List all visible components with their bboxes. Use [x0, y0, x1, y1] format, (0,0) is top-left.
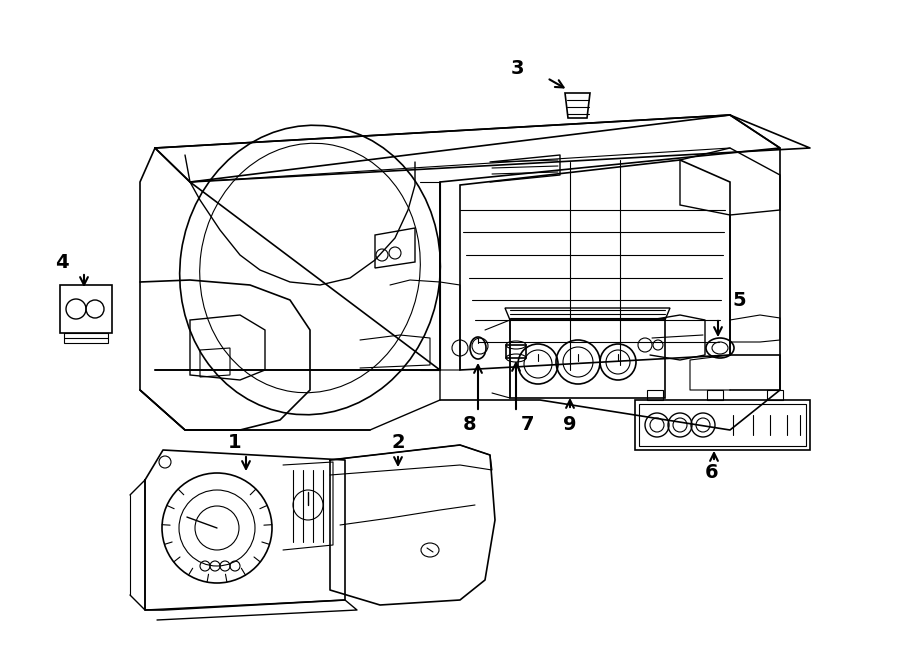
Text: 8: 8 — [464, 414, 477, 434]
Text: 3: 3 — [510, 59, 524, 77]
Text: 5: 5 — [733, 290, 746, 309]
Text: 4: 4 — [55, 253, 68, 272]
Text: 9: 9 — [563, 414, 577, 434]
Text: 6: 6 — [706, 463, 719, 483]
Text: 1: 1 — [229, 434, 242, 453]
Text: 2: 2 — [392, 434, 405, 453]
Text: 7: 7 — [521, 414, 535, 434]
